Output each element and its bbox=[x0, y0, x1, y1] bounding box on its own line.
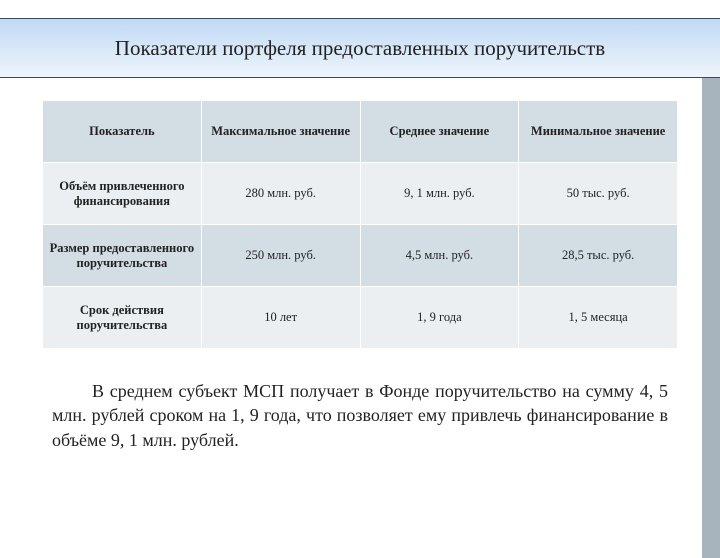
cell-avg: 4,5 млн. руб. bbox=[360, 225, 519, 287]
col-header-min: Минимальное значение bbox=[519, 101, 678, 163]
row-label: Размер предоставленного поручительства bbox=[43, 225, 202, 287]
cell-avg: 1, 9 года bbox=[360, 287, 519, 349]
col-header-avg: Среднее значение bbox=[360, 101, 519, 163]
col-header-indicator: Показатель bbox=[43, 101, 202, 163]
table-header-row: Показатель Максимальное значение Среднее… bbox=[43, 101, 678, 163]
cell-max: 280 млн. руб. bbox=[201, 163, 360, 225]
page-accent-stripe bbox=[702, 18, 720, 558]
cell-min: 1, 5 месяца bbox=[519, 287, 678, 349]
cell-min: 28,5 тыс. руб. bbox=[519, 225, 678, 287]
indicators-table: Показатель Максимальное значение Среднее… bbox=[42, 100, 678, 349]
cell-avg: 9, 1 млн. руб. bbox=[360, 163, 519, 225]
data-table-container: Показатель Максимальное значение Среднее… bbox=[42, 100, 678, 349]
row-label: Срок действия поручительства bbox=[43, 287, 202, 349]
cell-min: 50 тыс. руб. bbox=[519, 163, 678, 225]
table-row: Срок действия поручительства 10 лет 1, 9… bbox=[43, 287, 678, 349]
cell-max: 250 млн. руб. bbox=[201, 225, 360, 287]
summary-paragraph: В среднем субъект МСП получает в Фонде п… bbox=[52, 379, 668, 452]
title-bar: Показатели портфеля предоставленных пору… bbox=[0, 18, 720, 78]
page-title: Показатели портфеля предоставленных пору… bbox=[115, 35, 605, 61]
cell-max: 10 лет bbox=[201, 287, 360, 349]
table-row: Размер предоставленного поручительства 2… bbox=[43, 225, 678, 287]
col-header-max: Максимальное значение bbox=[201, 101, 360, 163]
row-label: Объём привлеченного финансирования bbox=[43, 163, 202, 225]
table-row: Объём привлеченного финансирования 280 м… bbox=[43, 163, 678, 225]
